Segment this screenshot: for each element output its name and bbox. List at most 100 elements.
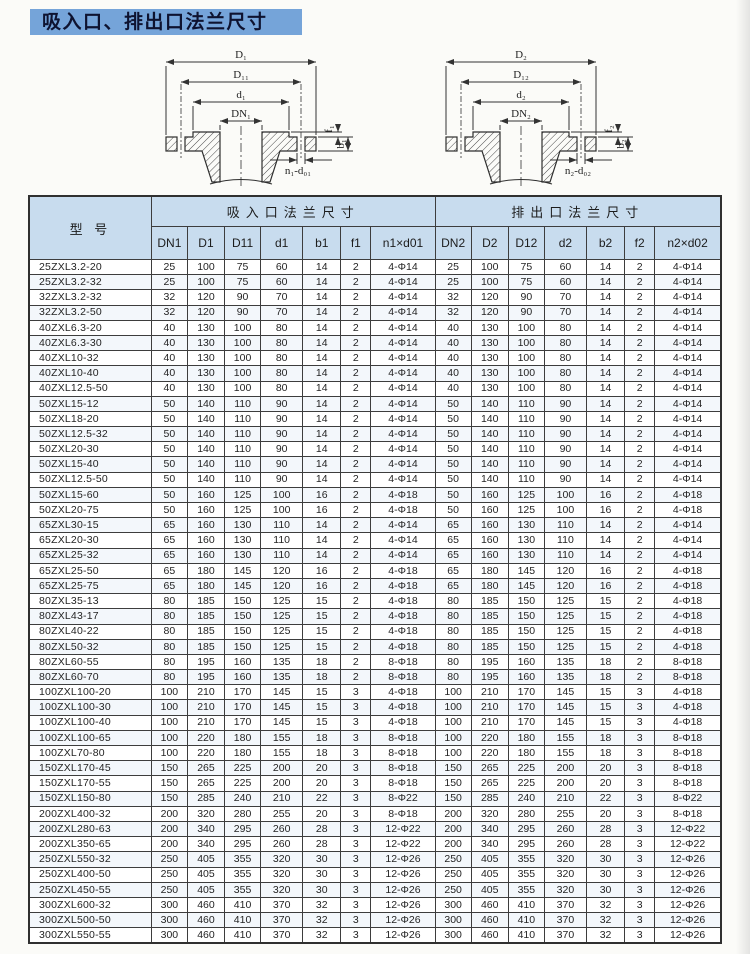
- value-cell: 265: [470, 760, 509, 777]
- value-cell: 2: [340, 380, 372, 397]
- value-cell: 300: [150, 927, 188, 944]
- value-cell: 32: [302, 927, 342, 944]
- value-cell: 50: [150, 471, 188, 488]
- value-cell: 410: [224, 896, 262, 914]
- model-cell: 150ZXL170-55: [28, 775, 152, 792]
- value-cell: 14: [585, 395, 626, 412]
- value-cell: 460: [186, 927, 226, 944]
- value-cell: 80: [260, 334, 304, 352]
- value-cell: 15: [302, 608, 342, 625]
- value-cell: 2: [340, 258, 372, 276]
- value-cell: 250: [434, 866, 472, 883]
- model-cell: 80ZXL60-70: [28, 669, 152, 686]
- value-cell: 2: [340, 577, 372, 595]
- value-cell: 3: [340, 866, 372, 883]
- value-cell: 2: [624, 562, 656, 579]
- value-cell: 2: [624, 350, 656, 367]
- table-row: 150ZXL150-80 150 285 240 210 22 3 8-Φ22 150 285 24…: [28, 790, 722, 807]
- value-cell: 460: [470, 927, 509, 944]
- model-cell: 100ZXL100-40: [28, 714, 152, 731]
- value-cell: 4-Φ18: [654, 486, 722, 504]
- value-cell: 25: [150, 274, 188, 291]
- dim-label-bolt-circle: D₁₁: [233, 69, 249, 81]
- value-cell: 100: [470, 258, 509, 276]
- value-cell: 40: [434, 350, 472, 367]
- table-row: 250ZXL400-50 250 405 355 320 30 3 12-Φ26 250 405 3…: [28, 866, 722, 883]
- value-cell: 130: [507, 547, 545, 564]
- value-cell: 160: [186, 486, 226, 504]
- value-cell: 65: [434, 532, 472, 549]
- value-cell: 410: [224, 912, 262, 929]
- table-row: 32ZXL3.2-32 32 120 90 70 14 2 4-Φ14 32 120 90 70 14 2…: [28, 289, 722, 306]
- value-cell: 4-Φ14: [654, 471, 722, 488]
- value-cell: 4-Φ14: [370, 258, 436, 276]
- value-cell: 355: [507, 881, 545, 898]
- value-cell: 12-Φ22: [370, 820, 436, 838]
- value-cell: 145: [224, 577, 262, 595]
- model-cell: 32ZXL3.2-32: [28, 289, 152, 306]
- value-cell: 100: [186, 258, 226, 276]
- table-row: 65ZXL30-15 65 160 130 110 14 2 4-Φ14 65 160 130 110…: [28, 517, 722, 534]
- value-cell: 130: [507, 517, 545, 534]
- value-cell: 110: [507, 410, 545, 428]
- value-cell: 260: [260, 836, 304, 853]
- value-cell: 2: [340, 426, 372, 443]
- value-cell: 4-Φ14: [370, 441, 436, 458]
- model-cell: 100ZXL100-30: [28, 699, 152, 716]
- value-cell: 40: [150, 380, 188, 397]
- table-row: 80ZXL35-13 80 185 150 125 15 2 4-Φ18 80 185 150 125…: [28, 593, 722, 610]
- model-cell: 150ZXL170-45: [28, 760, 152, 777]
- value-cell: 260: [543, 836, 587, 853]
- value-cell: 4-Φ14: [370, 334, 436, 352]
- value-cell: 4-Φ18: [370, 501, 436, 519]
- value-cell: 14: [585, 334, 626, 352]
- value-cell: 16: [302, 562, 342, 579]
- value-cell: 100: [224, 334, 262, 352]
- value-cell: 4-Φ14: [654, 547, 722, 564]
- value-cell: 4-Φ14: [654, 395, 722, 412]
- model-cell: 200ZXL350-65: [28, 836, 152, 853]
- value-cell: 2: [340, 441, 372, 458]
- model-cell: 40ZXL6.3-20: [28, 319, 152, 336]
- value-cell: 405: [470, 866, 509, 883]
- value-cell: 15: [585, 714, 626, 731]
- value-cell: 12-Φ26: [654, 851, 722, 868]
- value-cell: 4-Φ14: [370, 410, 436, 428]
- model-cell: 250ZXL550-32: [28, 851, 152, 868]
- value-cell: 405: [186, 851, 226, 868]
- value-cell: 75: [507, 258, 545, 276]
- value-cell: 300: [434, 927, 472, 944]
- value-cell: 12-Φ22: [370, 836, 436, 853]
- value-cell: 4-Φ18: [654, 562, 722, 579]
- value-cell: 200: [434, 805, 472, 822]
- value-cell: 2: [624, 258, 656, 276]
- model-cell: 40ZXL10-32: [28, 350, 152, 367]
- value-cell: 210: [186, 714, 226, 731]
- value-cell: 100: [186, 274, 226, 291]
- value-cell: 20: [585, 760, 626, 777]
- value-cell: 4-Φ18: [370, 714, 436, 731]
- value-cell: 32: [585, 912, 626, 929]
- value-cell: 155: [260, 744, 304, 762]
- value-cell: 150: [434, 760, 472, 777]
- value-cell: 90: [543, 441, 587, 458]
- table-row: 300ZXL600-32 300 460 410 370 32 3 12-Φ26 300 460 4…: [28, 896, 722, 914]
- table-row: 40ZXL10-40 40 130 100 80 14 2 4-Φ14 40 130 100 80 14…: [28, 365, 722, 382]
- value-cell: 30: [302, 866, 342, 883]
- value-cell: 145: [543, 699, 587, 716]
- value-cell: 4-Φ14: [370, 471, 436, 488]
- value-cell: 110: [224, 441, 262, 458]
- value-cell: 20: [585, 805, 626, 822]
- value-cell: 260: [543, 820, 587, 838]
- value-cell: 185: [470, 623, 509, 640]
- value-cell: 14: [585, 471, 626, 488]
- model-cell: 50ZXL18-20: [28, 410, 152, 428]
- value-cell: 2: [624, 441, 656, 458]
- value-cell: 210: [260, 790, 304, 807]
- value-cell: 100: [507, 319, 545, 336]
- value-cell: 250: [434, 881, 472, 898]
- value-cell: 210: [470, 714, 509, 731]
- value-cell: 150: [434, 775, 472, 792]
- value-cell: 185: [186, 608, 226, 625]
- model-cell: 80ZXL35-13: [28, 593, 152, 610]
